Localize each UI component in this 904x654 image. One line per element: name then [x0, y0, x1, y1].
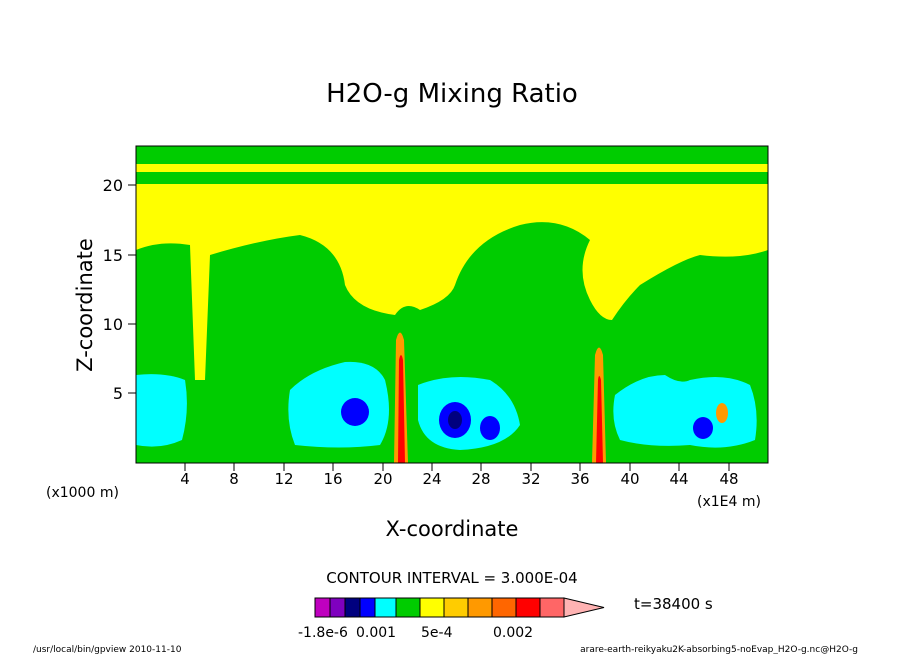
colorbar-swatch	[539, 597, 565, 618]
plume-core	[596, 376, 603, 463]
colorbar	[314, 597, 605, 618]
colorbar-swatch	[419, 597, 445, 618]
footer-left: /usr/local/bin/gpview 2010-11-10	[33, 645, 182, 654]
upper-band	[136, 172, 768, 184]
y-axis: 5 10 15 20	[103, 176, 136, 403]
x-tick-label: 32	[521, 470, 540, 488]
colorbar-swatch	[467, 597, 493, 618]
contour-field	[136, 146, 768, 463]
upper-band	[136, 146, 768, 164]
colorbar-swatch	[359, 597, 376, 618]
x-unit-left: (x1000 m)	[46, 485, 119, 501]
colorbar-swatch	[329, 597, 346, 618]
low-blue-core	[693, 417, 713, 439]
x-tick-label: 8	[229, 470, 239, 488]
plot-frame	[135, 145, 769, 464]
x-tick-label: 28	[471, 470, 490, 488]
x-tick-label: 40	[620, 470, 639, 488]
colorbar-label: -1.8e-6	[298, 625, 348, 641]
colorbar-label: 0.002	[493, 625, 533, 641]
colorbar-extension-arrow	[563, 597, 605, 618]
low-cyan-region	[613, 375, 757, 448]
footer-right: arare-earth-reikyaku2K-absorbing5-noEvap…	[580, 645, 858, 654]
colorbar-swatch	[443, 597, 469, 618]
x-tick-label: 4	[180, 470, 190, 488]
contour-interval: CONTOUR INTERVAL = 3.000E-04	[326, 569, 577, 587]
x-tick-label: 12	[274, 470, 293, 488]
x-tick-label: 36	[570, 470, 589, 488]
colorbar-swatch	[314, 597, 331, 618]
x-tick-label: 20	[373, 470, 392, 488]
colorbar-swatch	[515, 597, 541, 618]
y-tick-label: 10	[103, 315, 123, 334]
x-axis-label: X-coordinate	[386, 517, 519, 541]
x-tick-label: 16	[323, 470, 342, 488]
colorbar-label: 0.001	[356, 625, 396, 641]
x-tick-label: 24	[422, 470, 441, 488]
small-warm-feature	[716, 403, 728, 423]
low-cyan-region	[288, 361, 389, 448]
low-dark-core	[448, 411, 462, 429]
x-tick-label: 44	[669, 470, 688, 488]
time-label: t=38400 s	[634, 595, 713, 613]
y-tick-label: 5	[113, 384, 123, 403]
colorbar-swatch	[491, 597, 517, 618]
chart-title: H2O-g Mixing Ratio	[326, 79, 578, 109]
colorbar-swatch	[395, 597, 421, 618]
x-axis: 4 8 12 16 20 24 28 32 36 40 44 48	[180, 463, 739, 488]
x-unit-right: (x1E4 m)	[697, 494, 761, 510]
x-tick-label: 48	[719, 470, 738, 488]
colorbar-swatch	[344, 597, 361, 618]
low-blue-core	[341, 398, 369, 426]
colorbar-label: 5e-4	[421, 625, 453, 641]
y-tick-label: 20	[103, 176, 123, 195]
colorbar-swatch	[374, 597, 397, 618]
y-tick-label: 15	[103, 246, 123, 265]
plume-core	[398, 355, 405, 463]
low-cyan-region	[136, 374, 187, 447]
low-blue-core	[480, 416, 500, 440]
y-axis-label: Z-coordinate	[73, 238, 97, 372]
